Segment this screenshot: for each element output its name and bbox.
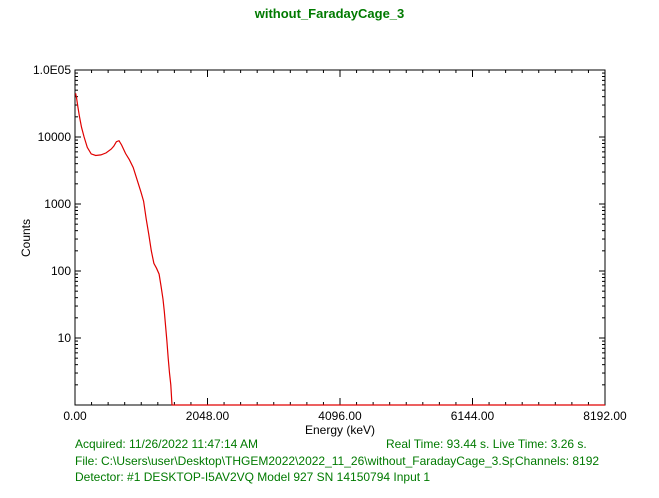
file-path-text: File: C:\Users\user\Desktop\THGEM2022\20… — [75, 454, 524, 468]
y-tick-label: 1000 — [44, 197, 71, 211]
channels-text: Channels: 8192 — [514, 454, 600, 468]
chart-title: without_FaradayCage_3 — [254, 6, 405, 21]
acquired-text: Acquired: 11/26/2022 11:47:14 AM — [75, 437, 259, 451]
spectrum-series-line — [75, 93, 605, 406]
x-tick-label: 2048.00 — [186, 409, 230, 423]
y-tick-label: 10000 — [38, 130, 72, 144]
y-axis-label: Counts — [19, 219, 33, 257]
x-tick-label: 8192.00 — [583, 409, 627, 423]
x-tick-label: 0.00 — [63, 409, 87, 423]
x-axis-label: Energy (keV) — [305, 423, 375, 437]
real-live-time-text: Real Time: 93.44 s. Live Time: 3.26 s. — [386, 437, 587, 451]
detector-text: Detector: #1 DESKTOP-I5AV2VQ Model 927 S… — [75, 470, 431, 484]
plot-area — [74, 69, 606, 406]
y-tick-label: 100 — [51, 264, 71, 278]
y-tick-label: 10 — [58, 331, 72, 345]
y-tick-label: 1.0E05 — [33, 63, 71, 77]
x-tick-label: 6144.00 — [451, 409, 495, 423]
x-tick-label: 4096.00 — [318, 409, 362, 423]
